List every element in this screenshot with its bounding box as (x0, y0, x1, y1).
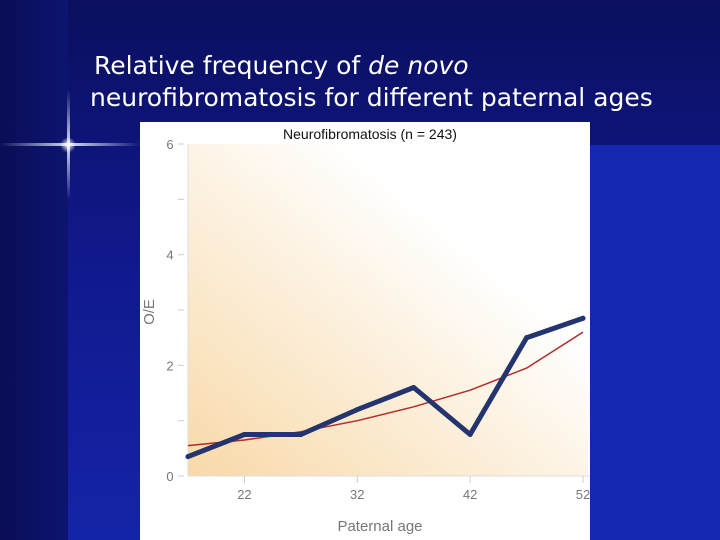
slide-title-line1: Relative frequency of de novo (90, 50, 690, 82)
slide-title-line2: neurofibromatosis for different paternal… (90, 83, 653, 112)
x-tick-label: 42 (463, 487, 477, 502)
y-ticks-group: 0 2 4 6 (166, 137, 184, 484)
plot-area (188, 144, 588, 476)
y-axis-label: O/E (141, 299, 158, 325)
x-tick-label: 32 (350, 487, 364, 502)
series-layer (185, 315, 586, 460)
background-left-band (0, 0, 68, 540)
observed-point (467, 432, 473, 437)
slide-title-italic: de novo (368, 51, 469, 80)
observed-point (241, 432, 247, 437)
slide-title-prefix: Relative frequency of (94, 51, 369, 80)
observed-line (185, 315, 586, 460)
y-tick-label: 4 (166, 248, 173, 263)
y-tick-label: 2 (166, 358, 173, 373)
observed-point (524, 335, 530, 341)
fitted-curve-line (187, 331, 584, 447)
x-tick-label: 22 (237, 487, 251, 502)
observed-point (411, 384, 417, 390)
chart-svg: Neurofibromatosis (n = 243) 0 2 4 6 22 32 42 5… (141, 126, 590, 535)
chart-title: Neurofibromatosis (n = 243) (283, 126, 457, 142)
x-ticks-group: 22 32 42 52 (237, 476, 590, 502)
observed-point (298, 432, 304, 437)
y-tick-label: 0 (166, 469, 173, 484)
background-right-band (590, 145, 720, 540)
x-tick-label: 52 (576, 487, 590, 502)
chart-panel: Neurofibromatosis (n = 243) 0 2 4 6 22 32 42 5… (140, 122, 590, 540)
slide-title: Relative frequency of de novo neurofibro… (90, 50, 690, 114)
observed-point (354, 407, 360, 413)
y-tick-label: 6 (166, 137, 173, 152)
x-axis-label: Paternal age (337, 518, 422, 535)
observed-point (580, 315, 586, 321)
light-flare-core (60, 137, 76, 153)
observed-point (185, 454, 191, 460)
